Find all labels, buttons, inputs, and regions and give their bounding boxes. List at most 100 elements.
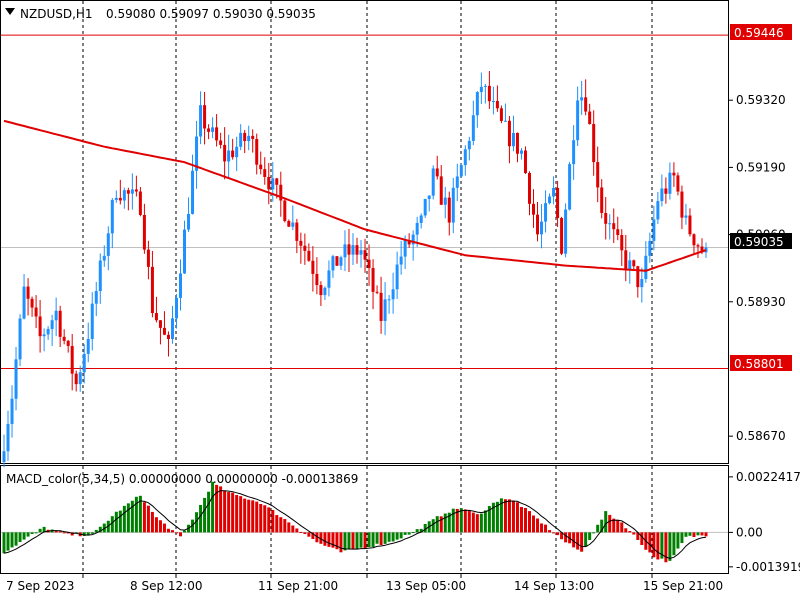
candle-bullish (399, 256, 403, 265)
candle-bearish (556, 187, 560, 219)
candle-bearish (231, 150, 235, 158)
macd-bar (70, 532, 74, 536)
time-axis: 7 Sep 2023 8 Sep 12:00 11 Sep 21:00 13 Sep … (6, 573, 723, 593)
candle-bearish (620, 235, 624, 251)
candle-bearish (624, 250, 628, 270)
candle-bearish (74, 373, 78, 385)
macd-bar (146, 505, 150, 533)
macd-bar (435, 516, 439, 533)
candle-bullish (660, 188, 664, 202)
macd-bar (676, 532, 680, 549)
macd-bar (323, 532, 327, 546)
candle-bearish (166, 334, 170, 339)
candle-bearish (560, 218, 564, 254)
macd-bar (491, 502, 495, 533)
candle-bullish (6, 423, 10, 452)
macd-bar (231, 492, 235, 533)
macd-tick-label: 0.00 (736, 525, 763, 539)
macd-bar (247, 499, 251, 533)
macd-bar (2, 532, 6, 554)
time-tick-label: 15 Sep 21:00 (643, 579, 723, 593)
macd-bar (66, 532, 70, 534)
candle-bearish (307, 250, 311, 261)
price-tick-label: 0.58930 (736, 295, 786, 309)
macd-bar (339, 532, 343, 553)
upper-level-label: 0.59446 (734, 26, 784, 40)
candle-bearish (696, 245, 700, 247)
macd-bar (407, 532, 411, 535)
macd-bar (564, 532, 568, 543)
macd-bar (367, 532, 371, 548)
candle-bearish (680, 191, 684, 218)
macd-bar (431, 519, 435, 533)
macd-bar (696, 532, 700, 536)
candle-bullish (431, 168, 435, 196)
candle-bullish (78, 372, 82, 385)
candle-bullish (271, 178, 275, 190)
candle-bearish (664, 188, 668, 194)
candle-bearish (507, 120, 511, 147)
candle-bullish (463, 149, 467, 166)
candle-bearish (303, 245, 307, 251)
candle-bullish (519, 150, 523, 154)
candle-bearish (692, 234, 696, 246)
dropdown-triangle-icon[interactable] (5, 8, 15, 15)
macd-bar (34, 532, 38, 534)
candle-bearish (146, 249, 150, 267)
macd-bar (379, 532, 383, 546)
macd-bar (355, 532, 359, 550)
macd-bar (118, 510, 122, 533)
macd-bar (179, 532, 183, 537)
candle-bullish (459, 165, 463, 177)
macd-bar (403, 532, 407, 535)
candle-bullish (628, 260, 632, 270)
candle-bearish (311, 260, 315, 274)
macd-bar (608, 514, 612, 533)
macd-bar (307, 532, 311, 537)
candle-bearish (279, 184, 283, 201)
macd-bar (636, 532, 640, 541)
macd-bar (507, 499, 511, 533)
macd-bar (620, 522, 624, 533)
candle-bearish (134, 189, 138, 192)
candle-bullish (383, 299, 387, 321)
candle-bearish (283, 200, 287, 221)
candle-bullish (640, 279, 644, 288)
candle-bearish (319, 285, 323, 296)
candle-bullish (18, 318, 22, 360)
macd-bar (267, 507, 271, 533)
candle-bearish (523, 150, 527, 174)
macd-bar (479, 513, 483, 533)
macd-bar (86, 532, 90, 536)
candle-bearish (203, 105, 207, 129)
macd-tick-label: -0.0013919 (736, 560, 800, 574)
macd-bar (548, 530, 552, 533)
candle-bullish (443, 197, 447, 205)
candle-bearish (532, 203, 536, 215)
macd-bar (42, 526, 46, 533)
candle-bullish (427, 195, 431, 199)
candle-bearish (375, 291, 379, 293)
candle-bullish (211, 127, 215, 132)
candle-bullish (187, 213, 191, 230)
macd-bar (672, 532, 676, 556)
price-tick-label: 0.59190 (736, 160, 786, 174)
price-tick-label: 0.59320 (736, 93, 786, 107)
time-tick-label: 14 Sep 13:00 (514, 579, 594, 593)
macd-bar (467, 510, 471, 533)
candle-bullish (86, 338, 90, 354)
candle-bullish (564, 209, 568, 254)
macd-bar (532, 515, 536, 533)
candle-bullish (10, 398, 14, 424)
macd-bar (604, 511, 608, 533)
candle-bullish (122, 190, 126, 201)
macd-bar (243, 498, 247, 533)
candle-bearish (162, 327, 166, 335)
candle-bearish (363, 250, 367, 260)
candle-bullish (580, 97, 584, 101)
candle-bullish (684, 215, 688, 218)
macd-bar (375, 532, 379, 544)
time-tick-label: 13 Sep 05:00 (386, 579, 466, 593)
candle-bullish (511, 132, 515, 147)
